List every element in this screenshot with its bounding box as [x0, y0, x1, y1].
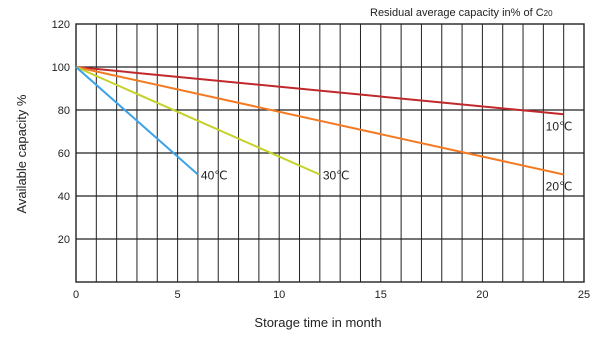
y-tick-label: 120: [52, 19, 70, 31]
y-tick-label: 60: [58, 148, 70, 160]
series-line: [75, 66, 564, 176]
tick-labels: 0 5 10 15 20 25 20 40 60 80 100 120: [52, 19, 590, 301]
x-axis-label: Storage time in month: [254, 315, 381, 330]
chart-title-subscript: 20: [544, 9, 553, 18]
series-lines: [75, 66, 564, 176]
grid: [75, 23, 585, 283]
x-tick-label: 25: [578, 289, 590, 301]
series-line: [75, 66, 199, 176]
y-tick-label: 40: [58, 191, 70, 203]
series-label: 20℃: [546, 180, 573, 194]
x-tick-label: 10: [273, 289, 285, 301]
x-tick-label: 20: [476, 289, 488, 301]
y-tick-label: 20: [58, 234, 70, 246]
series-labels: 10℃ 20℃ 30℃ 40℃: [201, 119, 573, 193]
series-label: 40℃: [201, 169, 228, 183]
y-axis-label: Available capacity %: [14, 94, 29, 213]
chart-title: Residual average capacity in% of C20: [370, 7, 553, 19]
chart-title-main: Residual average capacity in% of C: [370, 7, 544, 19]
series-label: 30℃: [323, 169, 350, 183]
series-line: [75, 66, 321, 176]
series-line: [75, 66, 564, 116]
x-tick-label: 5: [175, 289, 181, 301]
x-tick-label: 15: [375, 289, 387, 301]
x-tick-label: 0: [73, 289, 79, 301]
y-tick-label: 80: [58, 105, 70, 117]
series-label: 10℃: [546, 119, 573, 133]
y-tick-label: 100: [52, 62, 70, 74]
